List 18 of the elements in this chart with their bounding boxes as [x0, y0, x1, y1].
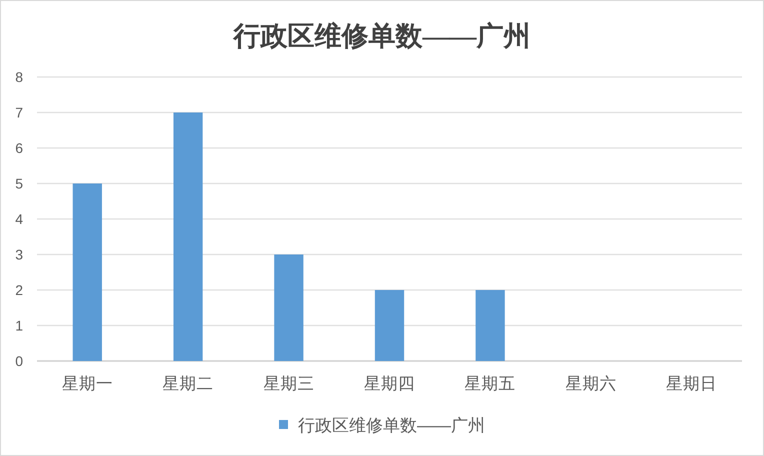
- x-tick: 星期四: [364, 375, 415, 393]
- y-tick: 0: [15, 353, 23, 369]
- y-tick: 4: [15, 211, 23, 227]
- y-tick: 6: [15, 140, 23, 156]
- y-tick: 7: [15, 104, 23, 120]
- x-tick: 星期三: [263, 375, 314, 393]
- title: 行政区维修单数——广州: [234, 21, 530, 51]
- x-tick: 星期日: [666, 375, 718, 393]
- x-tick: 星期五: [464, 375, 516, 393]
- x-tick: 星期一: [62, 375, 113, 393]
- y-tick: 1: [15, 318, 23, 334]
- y-tick: 3: [15, 246, 23, 262]
- y-tick: 8: [15, 69, 23, 85]
- x-tick: 星期六: [565, 375, 616, 393]
- y-tick: 5: [15, 176, 23, 192]
- legend-label: 行政区维修单数——广州: [298, 416, 485, 435]
- x-tick: 星期二: [162, 375, 214, 393]
- y-tick: 2: [15, 282, 23, 298]
